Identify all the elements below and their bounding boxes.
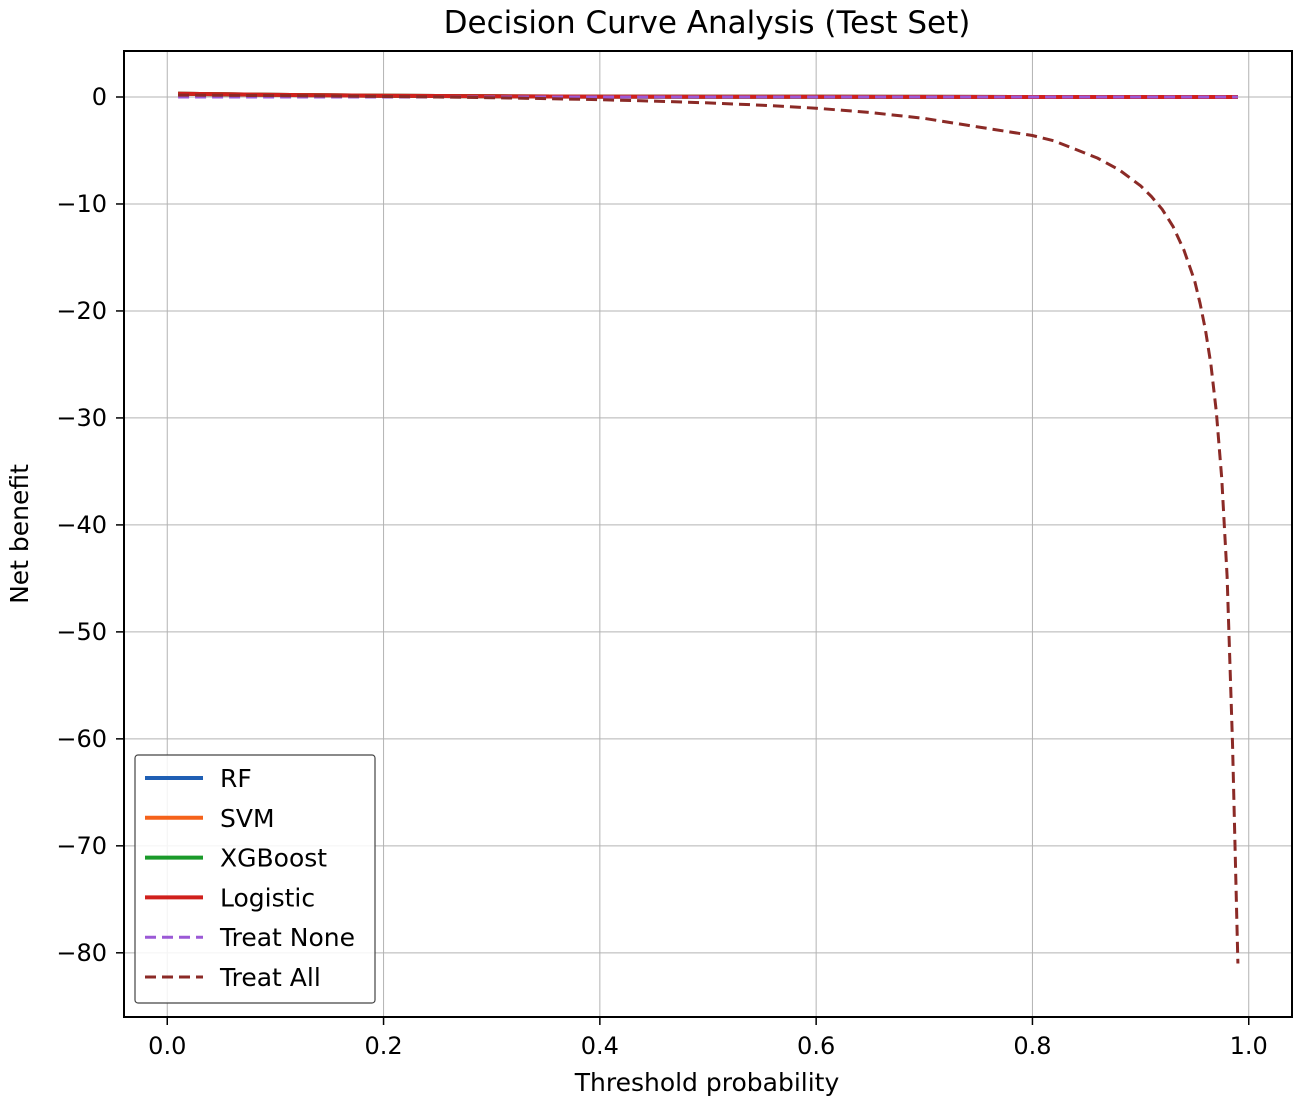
x-tick-label: 0.8 (1013, 1032, 1051, 1060)
y-tick-label: −80 (56, 939, 107, 967)
x-tick-label: 0.2 (364, 1032, 402, 1060)
x-tick-label: 0.0 (148, 1032, 186, 1060)
y-tick-label: −30 (56, 404, 107, 432)
chart-title: Decision Curve Analysis (Test Set) (444, 5, 971, 41)
legend: RF SVM XGBoost Logistic Treat None Treat All (134, 754, 376, 1004)
legend-label: RF (220, 764, 252, 793)
plot-frame (123, 50, 1293, 1018)
legend-label: Treat None (219, 923, 355, 952)
series-layer (178, 91, 1240, 964)
legend-label: Treat All (219, 963, 321, 992)
x-tick-label: 0.6 (797, 1032, 835, 1060)
axis-ticks: 0.0 0.2 0.4 0.6 0.8 1.0 0 −10 −20 −30 −40 −50 −60 −70… (56, 83, 1267, 1060)
y-tick-label: −50 (56, 618, 107, 646)
y-tick-label: −70 (56, 832, 107, 860)
x-tick-label: 0.4 (581, 1032, 619, 1060)
x-axis-label: Threshold probability (574, 1068, 840, 1097)
legend-label: SVM (220, 804, 275, 833)
y-tick-label: 0 (92, 83, 107, 111)
y-tick-label: −40 (56, 511, 107, 539)
y-axis-label: Net benefit (5, 464, 34, 604)
y-tick-label: −20 (56, 297, 107, 325)
grid (124, 51, 1292, 1017)
series-line-treat-all (178, 93, 1240, 964)
legend-label: XGBoost (220, 844, 327, 873)
x-tick-label: 1.0 (1230, 1032, 1268, 1060)
legend-label: Logistic (220, 883, 315, 912)
y-tick-label: −60 (56, 725, 107, 753)
y-tick-label: −10 (56, 190, 107, 218)
